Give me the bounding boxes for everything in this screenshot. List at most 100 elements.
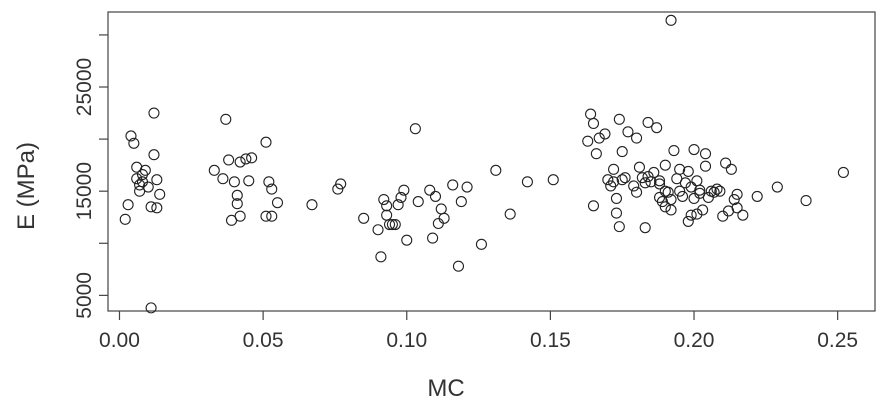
data-point	[452, 260, 465, 272]
data-point	[332, 183, 344, 195]
data-point	[432, 217, 444, 230]
data-point	[220, 113, 232, 125]
data-point	[691, 175, 703, 187]
x-tick-label: 0.15	[530, 329, 571, 352]
data-point	[148, 107, 160, 119]
data-point	[697, 204, 709, 216]
data-point	[424, 184, 436, 196]
data-point	[128, 137, 140, 149]
data-point	[631, 132, 643, 144]
data-point	[725, 163, 737, 175]
data-point	[208, 164, 220, 176]
data-point	[381, 200, 393, 212]
data-point	[234, 156, 246, 168]
data-point	[633, 161, 645, 173]
data-point	[246, 152, 258, 164]
data-point	[217, 173, 229, 185]
data-point	[616, 146, 628, 158]
x-tick-label: 0.05	[243, 329, 284, 352]
y-axis: 5000 15000 25000	[73, 34, 108, 319]
data-point	[401, 234, 413, 246]
data-point	[642, 116, 654, 128]
data-point	[372, 224, 384, 236]
data-point	[142, 181, 154, 193]
data-point	[375, 251, 387, 263]
data-point	[593, 132, 605, 144]
data-point	[131, 173, 143, 185]
data-point	[674, 163, 686, 175]
data-point	[665, 204, 677, 216]
data-point	[613, 113, 625, 125]
data-point	[148, 149, 160, 161]
data-point	[521, 176, 533, 188]
data-point	[654, 175, 666, 187]
data-point	[688, 143, 700, 156]
data-point	[438, 212, 450, 224]
data-point	[682, 215, 694, 227]
data-point	[613, 221, 625, 233]
data-point	[702, 191, 714, 203]
data-point	[691, 208, 703, 220]
data-point	[231, 189, 243, 201]
data-point	[145, 201, 157, 213]
data-point	[461, 181, 473, 193]
data-point	[395, 191, 407, 203]
data-point	[231, 198, 243, 210]
data-point	[737, 209, 749, 221]
data-point	[409, 123, 421, 135]
data-point	[582, 135, 594, 147]
x-tick-label: 0.00	[99, 329, 140, 352]
y-tick-label: 25000	[73, 58, 96, 116]
data-point	[654, 178, 666, 190]
data-point	[585, 108, 597, 120]
data-point	[608, 163, 620, 175]
data-point	[685, 209, 697, 221]
data-point	[429, 190, 442, 202]
data-point	[260, 136, 272, 148]
data-point	[751, 190, 763, 202]
data-point	[619, 172, 631, 184]
data-point	[504, 208, 516, 220]
data-point	[240, 153, 252, 165]
data-point	[475, 238, 487, 250]
data-point	[435, 203, 447, 215]
data-point	[383, 218, 396, 231]
data-point	[547, 174, 559, 186]
data-point	[151, 174, 163, 186]
data-point	[674, 185, 686, 197]
data-point	[599, 128, 611, 140]
data-point	[427, 232, 439, 244]
data-point	[392, 199, 404, 211]
data-point	[260, 210, 272, 222]
data-point	[651, 122, 663, 134]
data-point	[125, 130, 137, 142]
x-tick-label: 0.20	[674, 329, 715, 352]
data-point	[151, 202, 163, 214]
data-point	[656, 196, 668, 208]
x-axis: 0.00 0.05 0.10 0.15 0.20 0.25	[99, 311, 858, 352]
y-tick-label: 15000	[73, 162, 96, 220]
data-point	[490, 164, 502, 176]
data-point	[694, 184, 706, 196]
data-point	[659, 201, 671, 213]
data-point	[728, 193, 740, 206]
plot-frame	[107, 11, 876, 312]
data-points	[119, 14, 849, 314]
data-point	[714, 185, 726, 197]
data-point	[708, 186, 720, 198]
data-point	[628, 180, 640, 192]
data-point	[266, 210, 278, 222]
data-point	[610, 207, 623, 219]
data-point	[668, 145, 680, 157]
data-point	[642, 171, 654, 183]
data-point	[228, 176, 240, 188]
data-point	[243, 175, 255, 187]
data-point	[682, 165, 694, 177]
data-point	[711, 183, 723, 195]
data-point	[145, 302, 157, 314]
data-point	[659, 159, 671, 171]
data-point	[134, 179, 146, 191]
data-point	[639, 222, 651, 234]
data-point	[679, 177, 691, 189]
